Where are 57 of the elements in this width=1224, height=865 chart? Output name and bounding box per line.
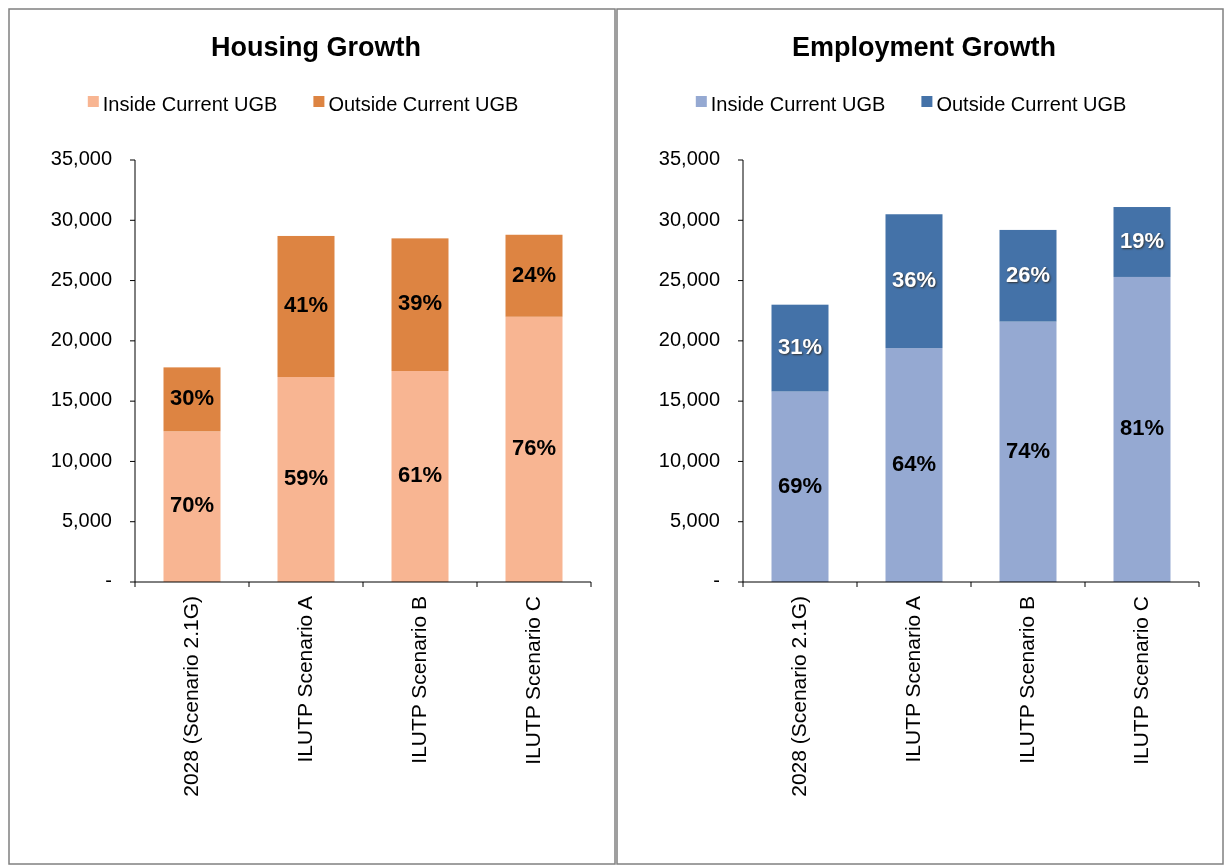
bar (999, 321, 1057, 582)
bar (885, 348, 943, 582)
y-tick-label: 5,000 (61, 509, 112, 531)
y-tick-label: 20,000 (658, 328, 720, 351)
x-tick-label: ILUTP Scenario A (292, 596, 316, 763)
chart-title: Housing Growth (211, 32, 421, 62)
x-tick-label: ILUTP Scenario B (1014, 596, 1038, 764)
y-tick-label: 5,000 (669, 509, 720, 531)
y-tick-label: 30,000 (658, 207, 720, 230)
bar (391, 371, 449, 582)
chart-title: Employment Growth (791, 32, 1057, 62)
y-tick-label: 25,000 (50, 267, 112, 290)
y-tick-label: 35,000 (658, 147, 720, 170)
annotation: 41% (283, 292, 329, 318)
bar (163, 431, 221, 582)
y-tick-label: 35,000 (50, 147, 112, 170)
annotation: 69% (777, 472, 823, 498)
x-tick-label: ILUTP Scenario C (520, 596, 544, 765)
bar (771, 391, 829, 582)
legend-label: Inside Current UGB (102, 93, 278, 116)
annotation: 24% (511, 261, 557, 287)
bar (505, 316, 563, 582)
annotation: 59% (283, 465, 329, 491)
annotation: 81% (1119, 415, 1165, 441)
y-tick-label: 20,000 (50, 328, 112, 351)
bar (391, 238, 449, 371)
bar (277, 235, 335, 378)
annotation: 39% (397, 290, 443, 316)
y-tick-label: 15,000 (658, 388, 720, 411)
annotation: 76% (511, 435, 557, 461)
annotation: 64% (891, 450, 937, 476)
bar (1113, 276, 1171, 582)
legend-label: Outside Current UGB (936, 93, 1127, 116)
y-tick-label: - (105, 569, 112, 592)
x-tick-label: ILUTP Scenario C (1128, 596, 1152, 765)
bar (277, 377, 335, 582)
y-tick-label: - (713, 569, 720, 592)
annotation: 74% (1005, 437, 1051, 463)
x-tick-label: ILUTP Scenario A (900, 596, 924, 763)
x-tick-label: 2028 (Scenario 2.1G) (178, 596, 202, 797)
legend-label: Inside Current UGB (710, 93, 886, 116)
x-tick-label: ILUTP Scenario B (406, 596, 430, 764)
annotation: 31% (777, 333, 823, 359)
y-tick-label: 15,000 (50, 388, 112, 411)
y-tick-label: 10,000 (50, 448, 112, 471)
annotation: 70% (169, 492, 215, 518)
annotation: 30% (169, 385, 215, 411)
x-tick-label: 2028 (Scenario 2.1G) (786, 596, 810, 797)
y-tick-label: 10,000 (658, 448, 720, 471)
annotation: 26% (1005, 261, 1051, 287)
annotation: 19% (1119, 227, 1165, 253)
y-tick-label: 25,000 (658, 267, 720, 290)
y-tick-label: 30,000 (50, 207, 112, 230)
annotation: 36% (891, 266, 937, 292)
legend-label: Outside Current UGB (328, 93, 519, 116)
annotation: 61% (397, 462, 443, 488)
bar (505, 234, 563, 317)
